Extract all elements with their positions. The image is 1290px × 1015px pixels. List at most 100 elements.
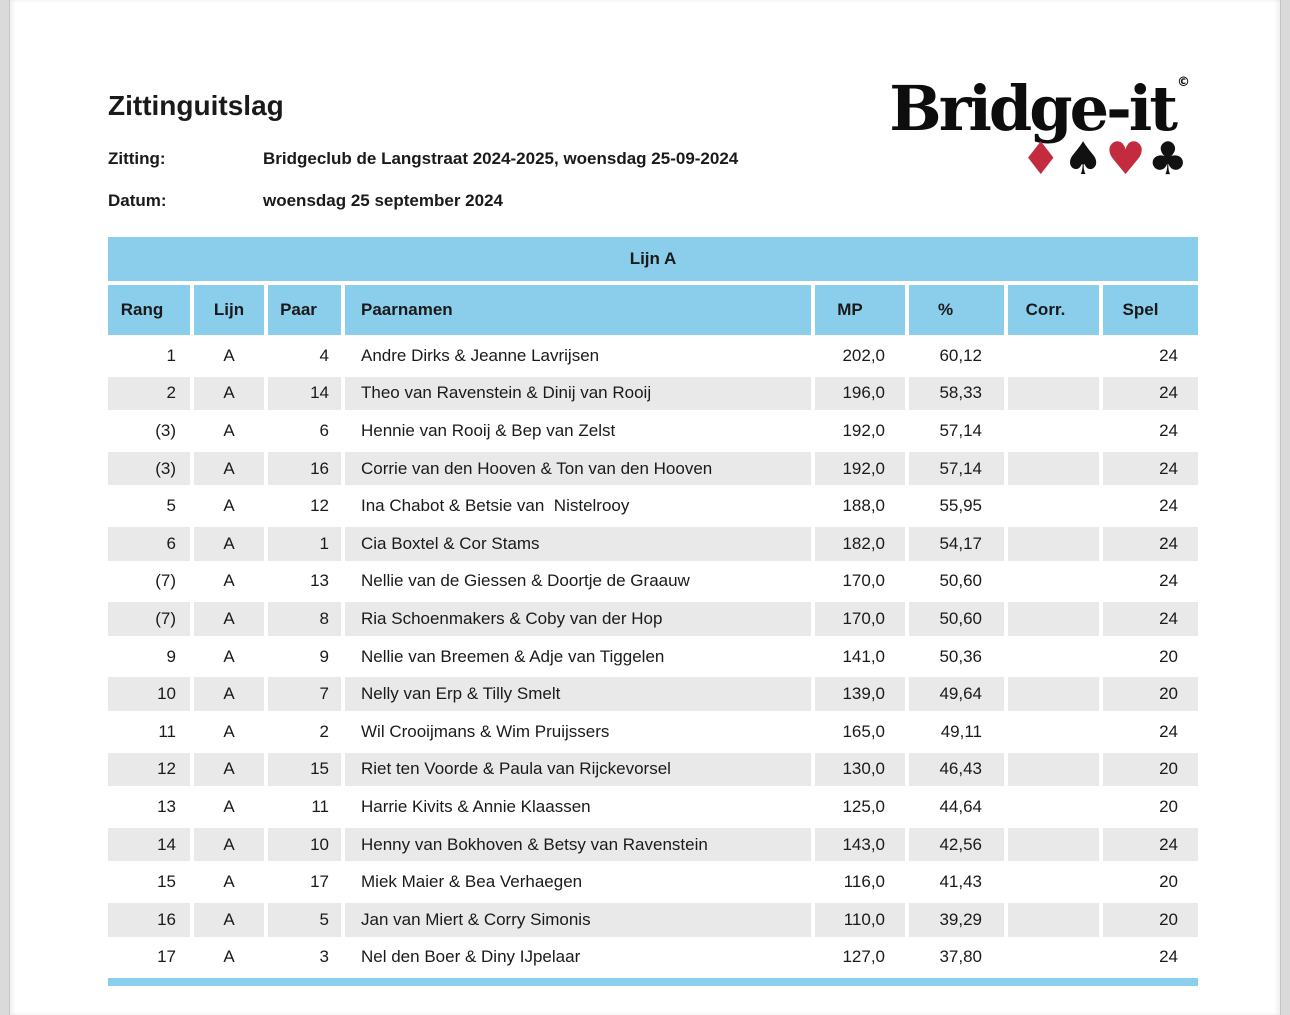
cell-paar: 7 — [268, 677, 341, 711]
diamond-suit-icon: ♦ — [1020, 132, 1063, 185]
table-bottom-bar — [108, 978, 1198, 987]
cell-lijn: A — [194, 714, 264, 749]
cell-paarnamen: Cia Boxtel & Cor Stams — [345, 526, 811, 561]
cell-mp: 192,0 — [815, 451, 905, 486]
cell-paar: 12 — [268, 489, 341, 523]
cell-rang: 9 — [108, 639, 190, 674]
cell-spel: 24 — [1103, 526, 1198, 561]
cell-lijn: A — [194, 451, 264, 486]
session-label: Zitting: — [108, 149, 166, 168]
cell-percent: 39,29 — [909, 902, 1004, 937]
cell-paarnamen: Miek Maier & Bea Verhaegen — [345, 865, 811, 899]
cell-paarnamen: Nellie van de Giessen & Doortje de Graau… — [345, 564, 811, 599]
heart-suit-icon: ♥ — [1105, 132, 1148, 185]
cell-percent: 37,80 — [909, 940, 1004, 975]
cell-spel: 24 — [1103, 376, 1198, 411]
table-row: 16 A 5 Jan van Miert & Corry Simonis 110… — [108, 902, 1198, 937]
date-value: woensdag 25 september 2024 — [263, 191, 504, 210]
cell-mp: 127,0 — [815, 940, 905, 975]
cell-mp: 130,0 — [815, 752, 905, 787]
cell-paar: 11 — [268, 790, 341, 824]
cell-lijn: A — [194, 639, 264, 674]
cell-mp: 141,0 — [815, 639, 905, 674]
cell-spel: 20 — [1103, 790, 1198, 824]
cell-spel: 24 — [1103, 940, 1198, 975]
cell-spel: 20 — [1103, 639, 1198, 674]
cell-mp: 139,0 — [815, 677, 905, 711]
table-row: 13 A 11 Harrie Kivits & Annie Klaassen 1… — [108, 790, 1198, 824]
cell-percent: 41,43 — [909, 865, 1004, 899]
cell-corr — [1008, 865, 1099, 899]
cell-spel: 24 — [1103, 339, 1198, 373]
cell-paar: 10 — [268, 827, 341, 862]
cell-corr — [1008, 677, 1099, 711]
table-row: (3) A 16 Corrie van den Hooven & Ton van… — [108, 451, 1198, 486]
cell-paar: 5 — [268, 902, 341, 937]
cell-mp: 116,0 — [815, 865, 905, 899]
cell-paar: 4 — [268, 339, 341, 373]
cell-mp: 170,0 — [815, 602, 905, 636]
cell-paarnamen: Corrie van den Hooven & Ton van den Hoov… — [345, 451, 811, 486]
cell-rang: (7) — [108, 564, 190, 599]
cell-corr — [1008, 526, 1099, 561]
cell-corr — [1008, 827, 1099, 862]
cell-paarnamen: Nel den Boer & Diny IJpelaar — [345, 940, 811, 975]
cell-mp: 202,0 — [815, 339, 905, 373]
cell-corr — [1008, 414, 1099, 448]
cell-paar: 9 — [268, 639, 341, 674]
cell-paarnamen: Harrie Kivits & Annie Klaassen — [345, 790, 811, 824]
cell-lijn: A — [194, 790, 264, 824]
cell-corr — [1008, 602, 1099, 636]
report-page: Zittinguitslag Zitting: Bridgeclub de Lan… — [9, 0, 1281, 1015]
cell-paarnamen: Jan van Miert & Corry Simonis — [345, 902, 811, 937]
cell-mp: 196,0 — [815, 376, 905, 411]
cell-paar: 14 — [268, 376, 341, 411]
cell-percent: 46,43 — [909, 752, 1004, 787]
cell-corr — [1008, 752, 1099, 787]
cell-corr — [1008, 376, 1099, 411]
column-header-paar: Paar — [268, 285, 341, 335]
table-row: 17 A 3 Nel den Boer & Diny IJpelaar 127,… — [108, 940, 1198, 975]
cell-paarnamen: Riet ten Voorde & Paula van Rijckevorsel — [345, 752, 811, 787]
copyright-icon: © — [1177, 75, 1190, 90]
cell-percent: 54,17 — [909, 526, 1004, 561]
table-row: 12 A 15 Riet ten Voorde & Paula van Rijc… — [108, 752, 1198, 787]
cell-corr — [1008, 940, 1099, 975]
page-title: Zittinguitslag — [108, 90, 284, 121]
bridge-it-logo: Bridge-it © ♦♠♥♣ — [858, 76, 1190, 181]
cell-lijn: A — [194, 526, 264, 561]
cell-rang: 5 — [108, 489, 190, 523]
cell-corr — [1008, 790, 1099, 824]
cell-paarnamen: Hennie van Rooij & Bep van Zelst — [345, 414, 811, 448]
date-label: Datum: — [108, 191, 167, 210]
column-header-percent: % — [909, 285, 1004, 335]
cell-rang: (3) — [108, 451, 190, 486]
table-row: 15 A 17 Miek Maier & Bea Verhaegen 116,0… — [108, 865, 1198, 899]
cell-lijn: A — [194, 827, 264, 862]
cell-percent: 57,14 — [909, 414, 1004, 448]
cell-paar: 13 — [268, 564, 341, 599]
cell-spel: 24 — [1103, 489, 1198, 523]
table-row: 14 A 10 Henny van Bokhoven & Betsy van R… — [108, 827, 1198, 862]
table-row: 5 A 12 Ina Chabot & Betsie van Nistelroo… — [108, 489, 1198, 523]
column-header-paarnamen: Paarnamen — [345, 285, 811, 335]
table-row: 2 A 14 Theo van Ravenstein & Dinij van R… — [108, 376, 1198, 411]
cell-rang: 1 — [108, 339, 190, 373]
cell-mp: 182,0 — [815, 526, 905, 561]
table-row: 1 A 4 Andre Dirks & Jeanne Lavrijsen 202… — [108, 339, 1198, 373]
cell-lijn: A — [194, 752, 264, 787]
cell-mp: 192,0 — [815, 414, 905, 448]
cell-lijn: A — [194, 865, 264, 899]
cell-spel: 24 — [1103, 414, 1198, 448]
cell-rang: 6 — [108, 526, 190, 561]
cell-paarnamen: Wil Crooijmans & Wim Pruijssers — [345, 714, 811, 749]
cell-lijn: A — [194, 489, 264, 523]
column-header-corr: Corr. — [1008, 285, 1099, 335]
cell-paar: 3 — [268, 940, 341, 975]
cell-spel: 24 — [1103, 827, 1198, 862]
cell-paarnamen: Theo van Ravenstein & Dinij van Rooij — [345, 376, 811, 411]
cell-spel: 20 — [1103, 677, 1198, 711]
session-row: Zitting: Bridgeclub de Langstraat 2024-20… — [108, 149, 738, 169]
cell-lijn: A — [194, 564, 264, 599]
cell-spel: 24 — [1103, 451, 1198, 486]
